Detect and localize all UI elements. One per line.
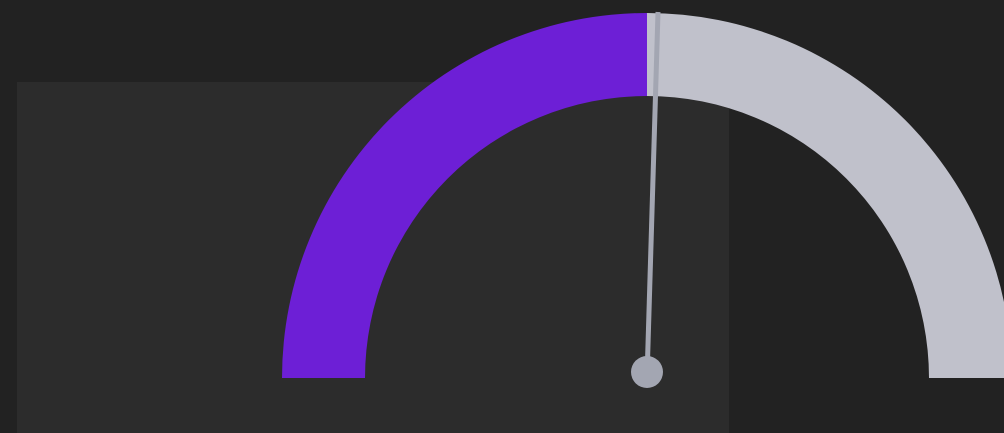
gauge-filled-arc: [282, 13, 647, 378]
gauge-needle-hub: [631, 356, 663, 388]
gauge-remaining-arc: [647, 13, 1004, 378]
gauge-needle: [644, 11, 661, 379]
